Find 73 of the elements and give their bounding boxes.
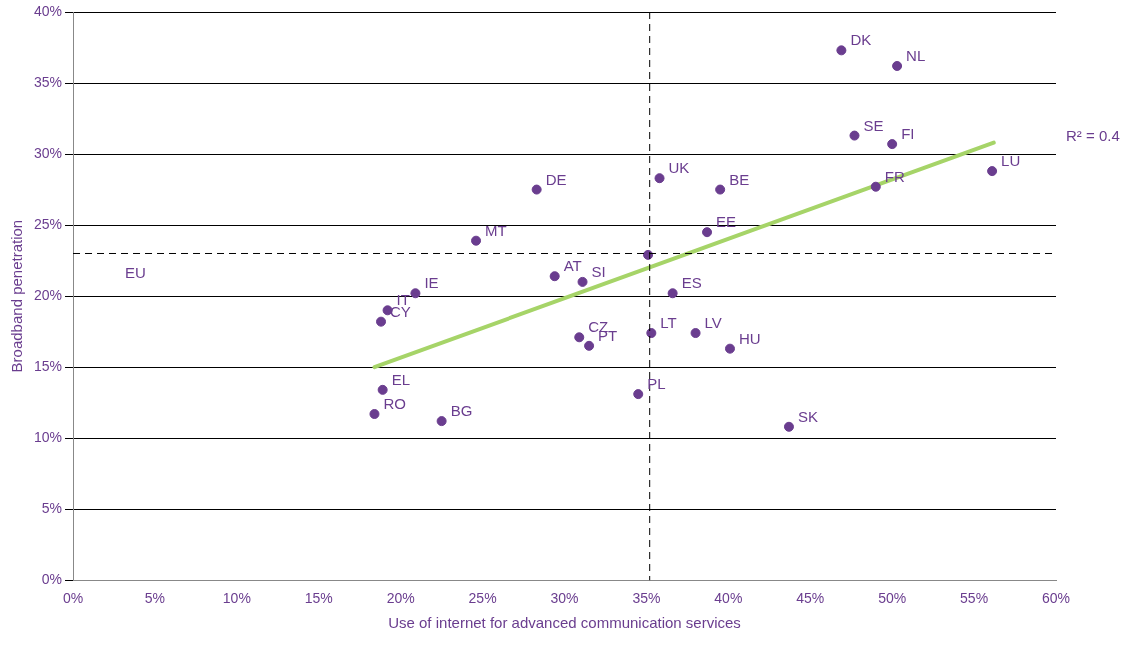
y-tick-label: 20% xyxy=(33,286,63,303)
point xyxy=(531,184,542,195)
x-tick-label: 50% xyxy=(878,590,907,607)
x-tick-label: 30% xyxy=(550,590,579,607)
point xyxy=(633,389,644,400)
point xyxy=(574,332,585,343)
annotation: BE xyxy=(729,170,750,188)
point xyxy=(654,173,665,184)
x-tick-label: 45% xyxy=(796,590,825,607)
x-tick-label: 20% xyxy=(386,590,415,607)
y-tick-label: 40% xyxy=(33,2,63,19)
annotation: UK xyxy=(668,159,690,177)
point xyxy=(377,384,388,395)
annotation: MT xyxy=(485,221,507,239)
y-tick-label: 35% xyxy=(33,73,63,90)
point xyxy=(369,409,380,419)
annotation: IE xyxy=(424,274,439,292)
annotation: LV xyxy=(704,314,722,332)
annotation: AT xyxy=(563,257,582,275)
annotation: SK xyxy=(797,407,818,425)
annotation: LU xyxy=(1001,152,1021,170)
point xyxy=(783,421,794,432)
point xyxy=(436,416,447,427)
ref-line-label: EU xyxy=(125,263,146,281)
text: R² = 0.4 xyxy=(1066,127,1120,145)
point xyxy=(584,340,595,351)
annotation: HU xyxy=(738,329,761,347)
annotation: BG xyxy=(450,402,473,420)
y-axis-title: Broadband penetration xyxy=(8,219,26,373)
x-tick-label: 40% xyxy=(714,590,743,607)
point xyxy=(549,271,560,282)
annotation: EL xyxy=(391,370,411,388)
x-tick-label: 35% xyxy=(632,590,661,607)
annotation: NL xyxy=(906,47,926,65)
point xyxy=(646,328,657,339)
annotation: DK xyxy=(850,31,872,49)
point xyxy=(577,276,588,287)
annotation: SI xyxy=(591,263,606,281)
annotation: SE xyxy=(863,116,884,134)
point xyxy=(471,235,482,246)
point xyxy=(836,45,847,56)
annotation: DE xyxy=(545,170,567,188)
y-tick-label: 30% xyxy=(33,144,63,161)
annotation: LT xyxy=(660,314,677,332)
point xyxy=(376,316,387,327)
point xyxy=(887,139,898,150)
x-tick-label: 15% xyxy=(304,590,333,607)
annotation: PL xyxy=(647,375,666,393)
point xyxy=(987,166,998,177)
point xyxy=(892,60,903,71)
point xyxy=(724,343,735,354)
x-tick-label: 0% xyxy=(62,590,84,607)
point xyxy=(690,328,701,339)
x-tick-label: 25% xyxy=(468,590,497,607)
point xyxy=(715,184,726,195)
point xyxy=(870,181,881,192)
x-tick-label: 55% xyxy=(960,590,989,607)
y-tick-label: 0% xyxy=(41,571,63,588)
point xyxy=(849,130,860,141)
y-tick-label: 10% xyxy=(33,429,63,446)
y-tick-label: 15% xyxy=(33,357,63,374)
annotation: FI xyxy=(901,125,915,143)
annotation: ES xyxy=(681,274,702,292)
x-tick-label: 5% xyxy=(144,590,166,607)
x-axis-title: Use of internet for advanced communication services xyxy=(388,614,741,632)
point xyxy=(667,288,678,299)
y-tick-label: 5% xyxy=(41,500,63,517)
annotation: RO xyxy=(383,395,406,413)
x-tick-label: 60% xyxy=(1041,590,1071,607)
y-tick-label: 25% xyxy=(33,215,63,232)
point xyxy=(702,227,713,238)
point xyxy=(410,288,421,299)
x-tick-label: 10% xyxy=(222,590,251,607)
